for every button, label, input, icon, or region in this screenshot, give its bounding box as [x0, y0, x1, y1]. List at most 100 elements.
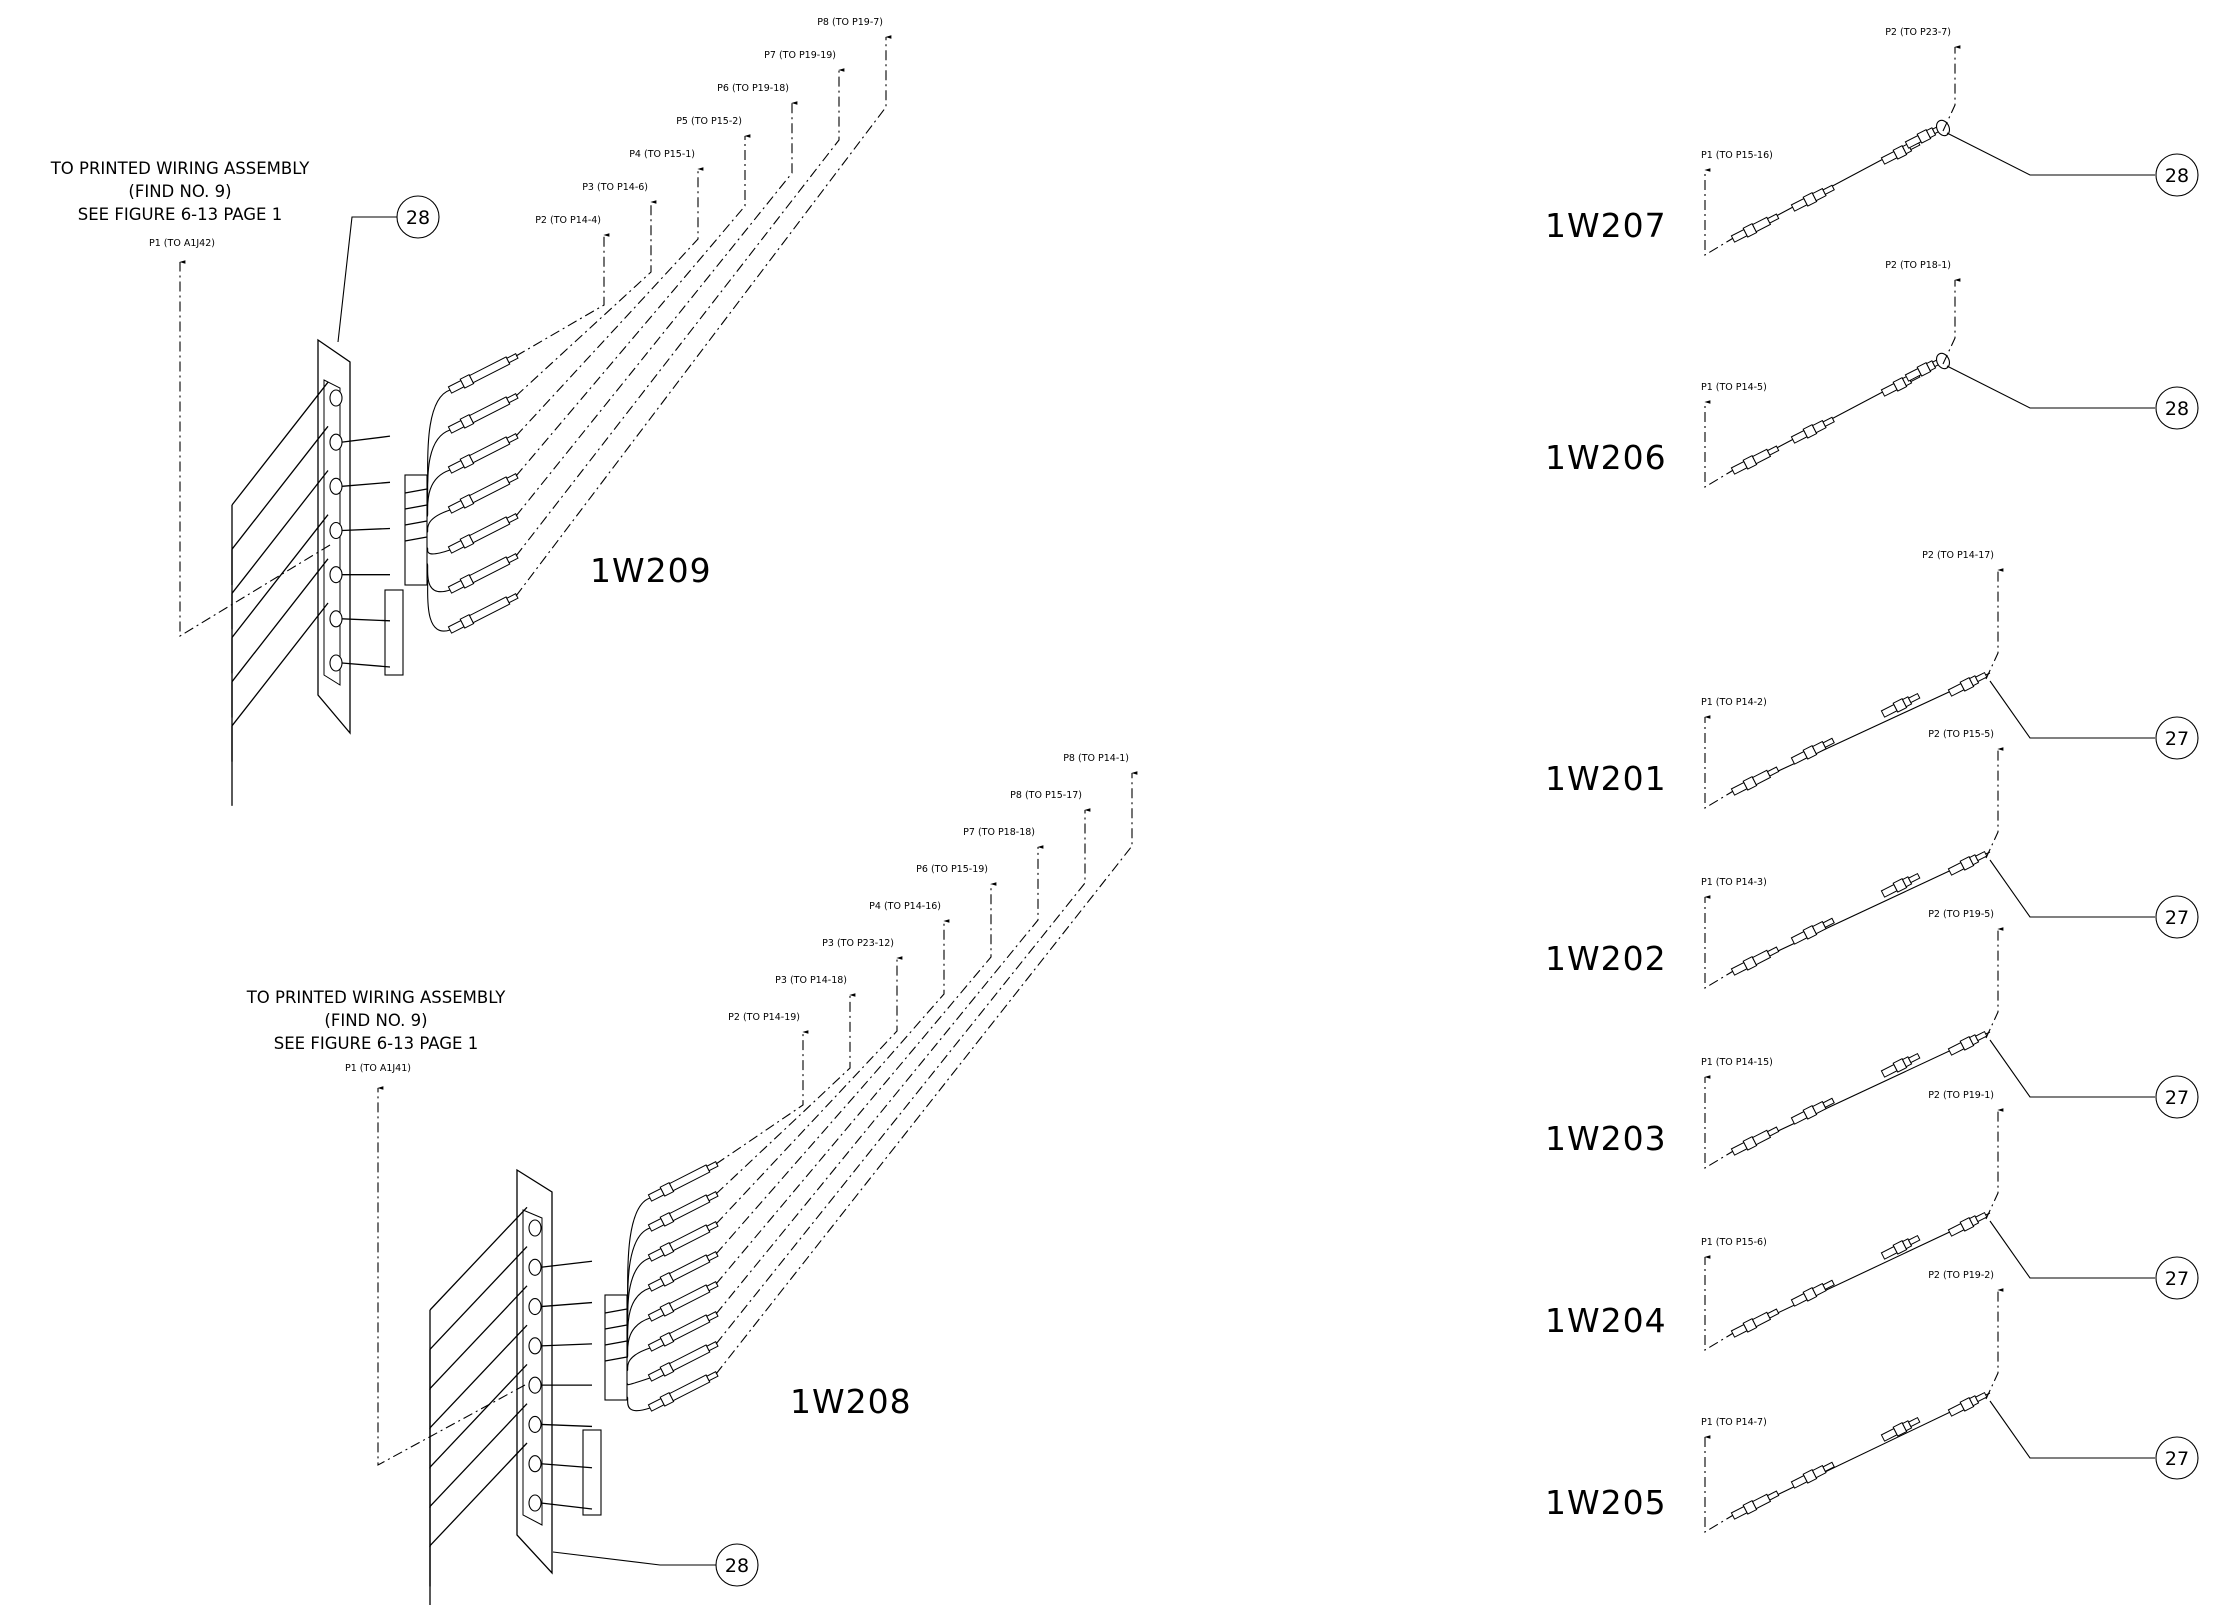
callout-leader	[337, 216, 397, 343]
cable-wire	[426, 547, 451, 555]
note-line-2: (FIND NO. 9)	[128, 182, 231, 201]
mounting-hole	[329, 477, 343, 495]
connector-plug	[647, 1221, 719, 1262]
p1-leader	[1704, 1255, 1736, 1351]
plug-leader	[715, 919, 950, 1255]
assembly-id: 1W209	[590, 551, 712, 590]
assembly-id: 1W208	[790, 1382, 912, 1421]
p1-leader	[1704, 1435, 1736, 1533]
cable-1w201: 1W201 P1 (TO P14-2) P2 (TO P14-17) 27	[1545, 550, 2199, 809]
connector-plug	[647, 1281, 719, 1322]
connector-plug	[447, 513, 519, 554]
plug-leader	[515, 68, 845, 557]
plug-leader	[515, 134, 751, 477]
callout-bubble: 28	[2155, 153, 2199, 197]
connector-plug	[647, 1161, 719, 1202]
mounting-hole	[528, 1337, 542, 1355]
p1-label: P1 (TO P15-16)	[1701, 150, 1773, 161]
connector-plug	[447, 433, 519, 474]
svg-text:27: 27	[2165, 728, 2189, 750]
cable-id: 1W203	[1545, 1119, 1667, 1158]
connector-plug	[647, 1311, 719, 1352]
p1-label: P1 (TO P14-7)	[1701, 1417, 1767, 1428]
p2-leader	[1985, 568, 2004, 680]
cable-1w206: 1W206 P1 (TO P14-5) P2 (TO P18-1) 28	[1545, 260, 2199, 488]
plug-leader	[715, 808, 1091, 1345]
svg-text:27: 27	[2165, 1448, 2189, 1470]
callout-leader	[1989, 859, 2155, 918]
connector-plug	[1730, 1126, 1780, 1156]
mounting-hole	[528, 1258, 542, 1276]
plug-leader	[715, 956, 903, 1225]
connector-plug	[1880, 692, 1921, 718]
plug-leader	[515, 233, 610, 357]
callout-leader	[1989, 1220, 2155, 1279]
svg-text:28: 28	[406, 207, 430, 229]
mounting-hole	[528, 1376, 542, 1394]
plug-label: P4 (TO P15-1)	[629, 149, 695, 160]
p1-label: P1 (TO A1J42)	[149, 238, 215, 249]
p2-label: P2 (TO P19-5)	[1928, 909, 1994, 920]
p2-leader	[1942, 45, 1961, 132]
single-cables: 1W207 P1 (TO P15-16) P2 (TO P23-7) 28 1W206 P…	[1545, 27, 2199, 1533]
cable-wire	[626, 1287, 651, 1345]
connector-plug	[647, 1251, 719, 1292]
connector-plug	[1790, 1097, 1835, 1125]
plug-leader	[715, 771, 1138, 1375]
p1-leader	[179, 260, 331, 637]
plug-label: P7 (TO P18-18)	[963, 827, 1035, 838]
connector-plug	[1730, 946, 1780, 976]
connector-plug	[447, 593, 519, 634]
callout-leader	[1989, 680, 2155, 739]
cable-wire	[426, 469, 451, 517]
connector-plug	[1730, 1308, 1780, 1338]
connector-plug	[447, 553, 519, 594]
p1-leader	[1704, 895, 1736, 989]
cable-wire	[426, 578, 451, 632]
mounting-hole	[528, 1298, 542, 1316]
connector-plug	[1947, 671, 1988, 697]
callout-bubble: 28	[2155, 386, 2199, 430]
svg-text:28: 28	[2165, 165, 2189, 187]
harness-drawing: P2 (TO P14-19) P3 (TO P14-18) P3 (TO P23-1…	[377, 753, 1138, 1605]
cable-wire	[626, 1396, 651, 1412]
plug-leader	[715, 845, 1044, 1315]
connector-nut	[1935, 119, 1951, 137]
connector-plug	[447, 393, 519, 434]
connector-plug	[1947, 1391, 1988, 1417]
plug-label: P3 (TO P14-18)	[775, 975, 847, 986]
label-tab	[582, 1429, 602, 1516]
p2-label: P2 (TO P23-7)	[1885, 27, 1951, 38]
plug-label: P2 (TO P14-4)	[535, 215, 601, 226]
p1-leader	[1704, 715, 1736, 809]
cable-id: 1W207	[1545, 206, 1667, 245]
plug-label: P5 (TO P15-2)	[676, 116, 742, 127]
connector-plug	[1730, 445, 1780, 475]
assembly-1w208: TO PRINTED WIRING ASSEMBLY (FIND NO. 9) …	[246, 753, 1138, 1605]
p2-leader	[1942, 278, 1961, 365]
svg-text:28: 28	[725, 1555, 749, 1577]
callout-leader	[1989, 1400, 2155, 1459]
note-line-3: SEE FIGURE 6-13 PAGE 1	[78, 205, 282, 224]
callout-leader	[1946, 365, 2155, 409]
connector-plug	[1790, 917, 1835, 945]
note-line-2: (FIND NO. 9)	[324, 1011, 427, 1030]
cable-id: 1W204	[1545, 1301, 1667, 1340]
callout-bubble: 27	[2155, 1075, 2199, 1119]
p1-leader	[1704, 400, 1736, 488]
cable-wire	[626, 1317, 651, 1359]
p1-label: P1 (TO A1J41)	[345, 1063, 411, 1074]
cable-id: 1W205	[1545, 1483, 1667, 1522]
cable-bundle	[604, 1294, 628, 1401]
svg-text:27: 27	[2165, 907, 2189, 929]
plug-label: P6 (TO P15-19)	[916, 864, 988, 875]
plug-leader	[515, 35, 892, 597]
p1-label: P1 (TO P14-3)	[1701, 877, 1767, 888]
connector-plug	[647, 1341, 719, 1382]
connector-plug	[447, 353, 519, 394]
cable-wire	[626, 1377, 651, 1386]
connector-plug	[1790, 416, 1835, 444]
harness-drawing: P2 (TO P14-4) P3 (TO P14-6) P4 (TO P15-1) P…	[179, 17, 892, 806]
callout-bubble: 28	[715, 1543, 759, 1587]
